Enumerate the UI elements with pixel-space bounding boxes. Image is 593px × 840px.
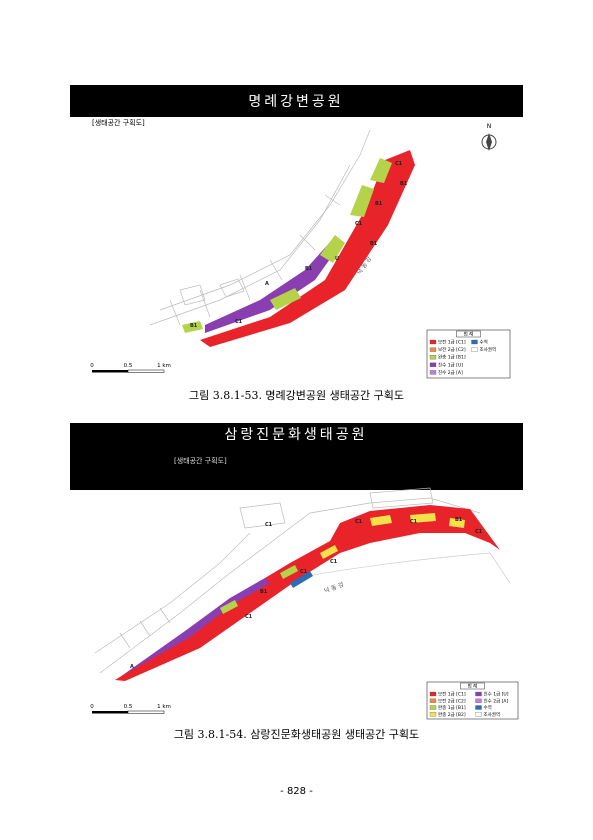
legend-label: 친수 2급 [A]: [438, 369, 463, 376]
header-bar: [70, 423, 523, 490]
map-label: [생태공간 구획도]: [92, 118, 145, 127]
figure-title: 삼랑진문화생태공원: [225, 427, 368, 443]
zone-label: C1: [265, 522, 273, 528]
river-label: 낙 동 강: [323, 580, 345, 595]
legend-label: 조사권역: [484, 711, 501, 718]
north-arrow: [481, 133, 497, 151]
scale-label: 0.5: [124, 704, 133, 710]
legend-swatch: [475, 705, 482, 710]
legend-label: 수역: [484, 704, 492, 711]
scale-bar: [127, 369, 165, 373]
scale-bar: [127, 710, 165, 714]
scale-label: 0: [90, 363, 94, 369]
legend-swatch: [429, 347, 437, 352]
legend-label: 완충 1급 [B1]: [438, 704, 466, 711]
legend-label: 조사권역: [480, 346, 497, 353]
legend-swatch: [429, 362, 437, 367]
zone-label: B1: [260, 589, 268, 595]
legend-label: 친수 2급 [A]: [484, 697, 509, 704]
zone-u: [120, 578, 270, 677]
zone-label: C1: [235, 319, 243, 325]
zone-label: B1: [375, 201, 383, 207]
zone-b1: [220, 565, 298, 614]
figure: 삼랑진문화생태공원 [생태공간 구획도] 낙 동 강 범 례보전 1급 [C1]…: [70, 423, 523, 720]
scale-bar: [92, 370, 128, 373]
legend-label: 수역: [480, 339, 488, 346]
zone-label: C1: [355, 519, 363, 525]
legend-swatch: [429, 339, 437, 345]
scale-label: 1 km: [157, 363, 171, 369]
header-bar: [70, 85, 523, 117]
legend-label: 친수 1급 [U]: [438, 361, 463, 368]
legend-swatch: [475, 691, 482, 697]
zone-c1: [200, 150, 415, 347]
legend-label: 보전 2급 [C2]: [438, 697, 466, 704]
legend-label: 친수 1급 [U]: [484, 691, 509, 698]
legend-swatch: [429, 355, 437, 360]
legend-swatch: [429, 370, 437, 375]
legend-box: [426, 681, 519, 720]
legend-title: 범 례: [464, 331, 474, 338]
caption: 그림 3.8.1-53. 명례강변공원 생태공간 구획도: [189, 389, 404, 402]
figure: 명례강변공원 [생태공간 구획도] 낙 동 강 N 범 례보전 1급 [C1]보…: [70, 85, 523, 379]
zone-label: B1: [455, 517, 463, 523]
page-number: - 828 -: [280, 786, 313, 797]
zone-label: B1: [190, 323, 198, 329]
scale-label: 0: [90, 704, 94, 710]
caption: 그림 3.8.1-54. 삼랑진문화생태공원 생태공간 구획도: [173, 728, 420, 741]
legend-label: 완충 1급 [B1]: [438, 354, 466, 361]
zone-label: B1: [400, 181, 408, 187]
zone-c1: [115, 505, 500, 681]
zone-label: C1: [330, 559, 338, 565]
legend-swatch: [475, 712, 482, 717]
zone-label: A: [130, 664, 134, 670]
zone-label: C1: [245, 614, 253, 620]
legend-title-box: [460, 682, 485, 690]
zone-u: [205, 240, 340, 333]
zone-label: B1: [305, 266, 313, 272]
zone-b1: [182, 321, 203, 333]
roads: [94, 487, 511, 674]
zone-label: C1: [395, 161, 403, 167]
legend-swatch: [471, 347, 478, 352]
scale-label: 1 km: [157, 704, 171, 710]
map-label: [생태공간 구획도]: [174, 456, 227, 465]
zone-b1: [270, 158, 392, 310]
figure-title: 명례강변공원: [248, 94, 343, 110]
scale-label: 0.5: [124, 363, 133, 369]
legend-swatch: [429, 712, 437, 717]
legend-label: 보전 1급 [C1]: [438, 691, 466, 698]
legend-swatch: [429, 698, 437, 703]
scale-bar: [92, 711, 128, 714]
zone-label: C1: [475, 529, 483, 535]
legend-swatch: [471, 339, 478, 345]
legend-swatch: [429, 691, 437, 697]
roads: [149, 129, 371, 326]
north-label: N: [487, 123, 492, 130]
legend-box: [426, 329, 511, 379]
legend-title: 범 례: [468, 683, 478, 690]
legend-label: 보전 1급 [C1]: [438, 339, 466, 346]
legend-label: 완충 2급 [B2]: [438, 711, 466, 718]
legend-label: 보전 2급 [C2]: [438, 346, 466, 353]
zone-label: C1: [355, 221, 363, 227]
legend-swatch: [429, 705, 437, 710]
legend-title-box: [456, 330, 481, 338]
zone-label: C1: [410, 519, 418, 525]
zone-label: U: [335, 256, 339, 262]
legend-swatch: [475, 698, 482, 703]
water: [290, 571, 313, 588]
zone-label: A: [265, 281, 269, 287]
zone-label: C1: [300, 569, 308, 575]
zone-label: B1: [370, 241, 378, 247]
